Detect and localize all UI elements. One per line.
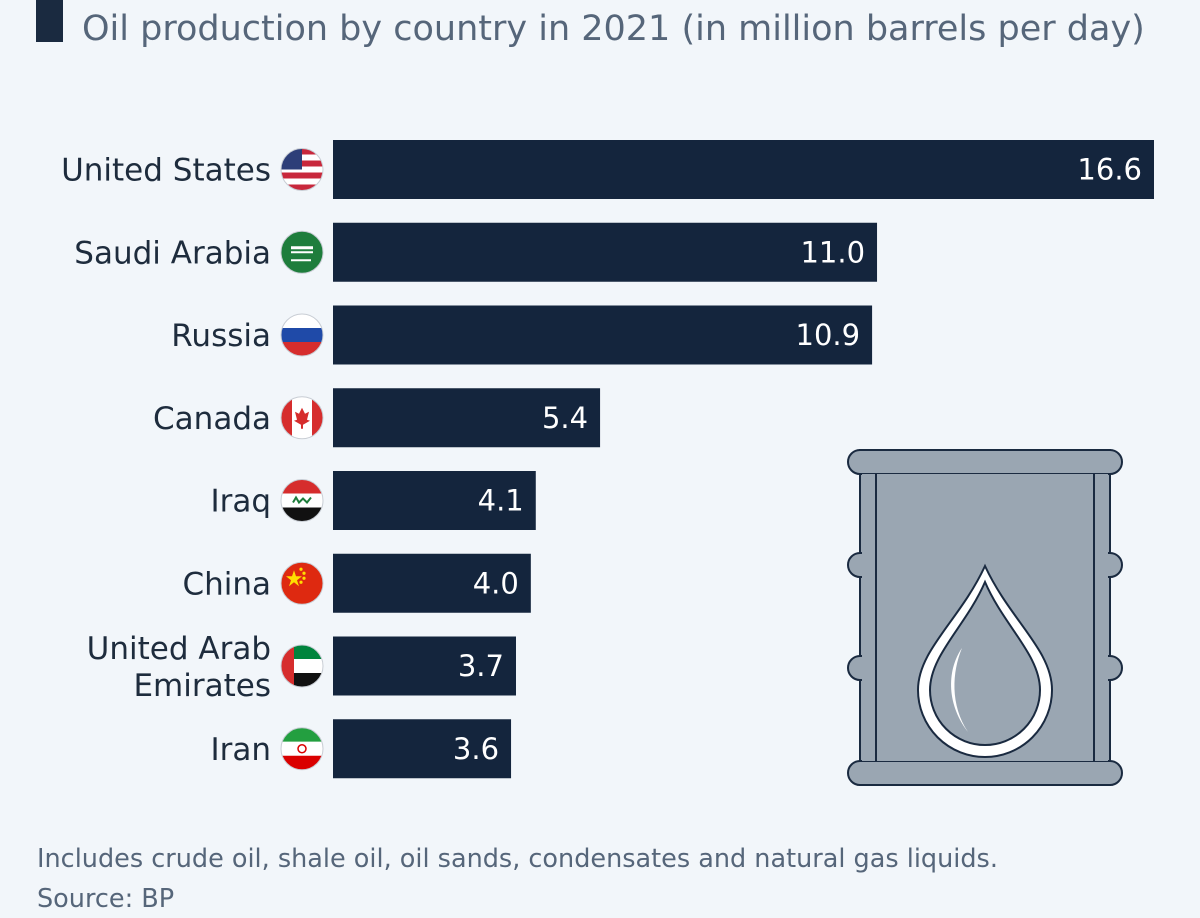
category-label-line: United Arab [87, 631, 271, 667]
china-flag-icon [280, 561, 324, 605]
iraq-flag-icon [280, 479, 324, 522]
bar-united-arab-emirates [333, 636, 516, 696]
chart-source: Source: BP [37, 884, 175, 914]
bar-united-states [333, 140, 1154, 199]
category-label: Russia [171, 318, 271, 354]
bar-chart: 16.6 United States 11.0 Saudi Arabia 10.9 Rus… [61, 140, 1154, 786]
category-label: Canada [153, 401, 271, 437]
category-label: United Arab Emirates [87, 631, 271, 704]
bar-saudi-arabia [333, 222, 878, 282]
bar-canada [333, 388, 601, 448]
category-label-line: Emirates [133, 668, 271, 704]
category-label: China [182, 566, 271, 602]
category-label: Iran [210, 732, 271, 768]
saudi-arabia-flag-icon [280, 230, 324, 274]
iran-flag-icon [280, 727, 324, 771]
bar-value-label: 16.6 [1077, 153, 1142, 187]
bar-value-label: 10.9 [796, 318, 861, 352]
category-label: Iraq [210, 484, 271, 520]
bar-value-label: 4.0 [473, 566, 519, 600]
canada-flag-icon [280, 396, 324, 440]
russia-flag-icon [280, 313, 324, 357]
bar-china [333, 553, 531, 613]
oil-barrel-icon [847, 449, 1123, 786]
bar-value-label: 3.6 [453, 732, 499, 766]
uae-flag-icon [280, 644, 324, 688]
us-flag-icon [280, 148, 324, 191]
bar-value-label: 11.0 [800, 235, 865, 269]
category-label: Saudi Arabia [74, 235, 271, 271]
bar-value-label: 5.4 [542, 401, 588, 435]
chart-title: Oil production by country in 2021 (in mi… [82, 9, 1145, 49]
title-accent-bar [36, 0, 63, 42]
bar-iran [333, 719, 512, 779]
bar-value-label: 4.1 [478, 484, 524, 518]
chart-footnote: Includes crude oil, shale oil, oil sands… [37, 844, 998, 874]
bar-value-label: 3.7 [458, 649, 504, 683]
category-label: United States [61, 153, 271, 189]
bar-iraq [333, 471, 536, 530]
bar-russia [333, 305, 873, 365]
